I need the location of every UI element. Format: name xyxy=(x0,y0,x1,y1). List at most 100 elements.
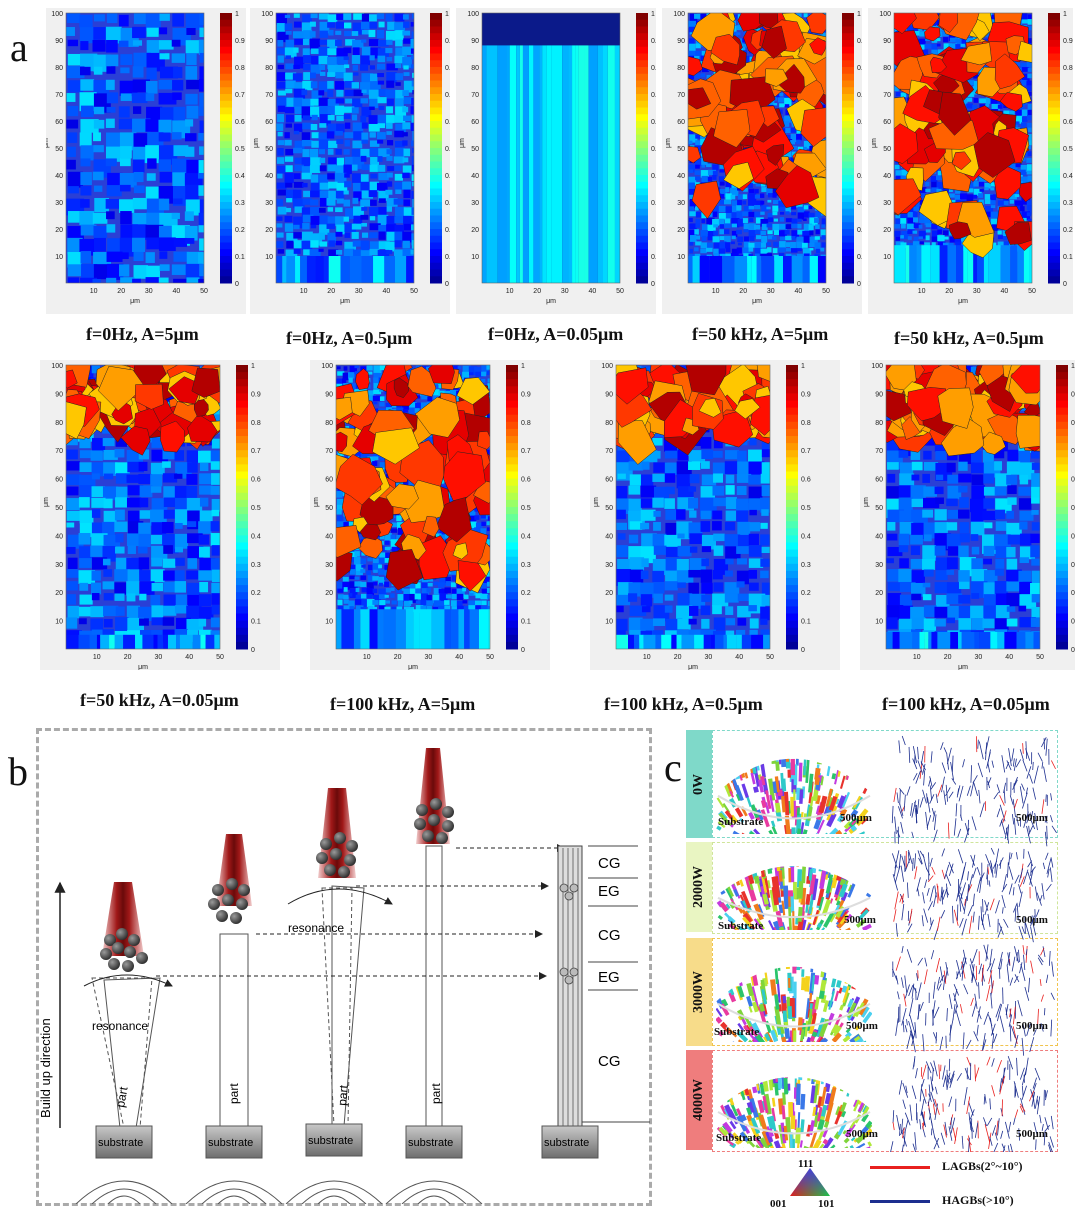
colorbar-tick-label: 0.6 xyxy=(801,477,811,484)
y-tick-label: 70 xyxy=(883,92,891,99)
colorbar-tick-label: 0.2 xyxy=(651,227,656,234)
x-tick-label: 20 xyxy=(533,288,541,295)
y-axis-label: μm xyxy=(665,138,672,148)
x-tick-label: 50 xyxy=(766,654,774,661)
colorbar-tick-label: 0 xyxy=(521,647,525,654)
x-tick-label: 50 xyxy=(200,288,208,295)
colorbar-tick-label: 0.4 xyxy=(857,173,862,180)
colorbar-tick-label: 1 xyxy=(521,363,525,370)
y-tick-label: 90 xyxy=(265,38,273,45)
colorbar-tick-label: 0.2 xyxy=(251,590,261,597)
y-tick-label: 100 xyxy=(467,11,479,18)
colorbar-tick-label: 0.6 xyxy=(651,119,656,126)
x-tick-label: 50 xyxy=(216,654,224,661)
colorbar-tick-label: 0.8 xyxy=(651,65,656,72)
y-tick-label: 70 xyxy=(55,92,63,99)
colorbar-tick-label: 0.2 xyxy=(235,227,245,234)
x-axis-label: μm xyxy=(958,298,968,305)
y-tick-label: 40 xyxy=(677,173,685,180)
colorbar-tick-label: 0.1 xyxy=(251,619,261,626)
x-tick-label: 40 xyxy=(455,654,463,661)
caption-map-3: f=0Hz, A=0.05μm xyxy=(488,324,624,344)
colorbar-tick-label: 0.9 xyxy=(801,391,811,398)
colorbar-tick-label: 0.2 xyxy=(1071,590,1075,597)
y-tick-label: 20 xyxy=(55,227,63,234)
colorbar-tick-label: 0.3 xyxy=(1071,562,1075,569)
colorbar-tick-label: 0.6 xyxy=(857,119,862,126)
x-tick-label: 40 xyxy=(735,654,743,661)
y-tick-label: 90 xyxy=(875,391,883,398)
colorbar-tick-label: 0.2 xyxy=(521,590,531,597)
y-tick-label: 70 xyxy=(265,92,273,99)
x-tick-label: 30 xyxy=(155,654,163,661)
y-tick-label: 100 xyxy=(601,363,613,370)
x-tick-label: 30 xyxy=(425,654,433,661)
colorbar-tick-label: 0.1 xyxy=(1063,254,1073,261)
y-tick-label: 90 xyxy=(471,38,479,45)
y-tick-label: 20 xyxy=(325,590,333,597)
caption-map-5: f=50 kHz, A=0.5μm xyxy=(894,328,1044,348)
x-axis-label: μm xyxy=(138,664,148,670)
colorbar-tick-label: 0.4 xyxy=(1071,533,1075,540)
x-tick-label: 10 xyxy=(506,288,514,295)
colorbar-tick-label: 0.7 xyxy=(801,448,811,455)
grain-map-8: 100 90 80 70 60 50 40 30 20 10 μm 10 20 30 40 50 μm 1 0.9 0… xyxy=(590,360,840,671)
y-tick-label: 100 xyxy=(261,11,273,18)
colorbar-tick-label: 0.6 xyxy=(1071,477,1075,484)
x-tick-label: 30 xyxy=(355,288,363,295)
x-tick-label: 40 xyxy=(1005,654,1013,661)
y-tick-label: 80 xyxy=(55,65,63,72)
hagb-legend-swatch xyxy=(870,1200,930,1203)
colorbar-tick-label: 0.3 xyxy=(651,200,656,207)
stage-2: part substrate xyxy=(205,834,263,1159)
colorbar-tick-label: 0.8 xyxy=(857,65,862,72)
panel-label-c: c xyxy=(664,745,682,790)
colorbar-tick-label: 0.2 xyxy=(1063,227,1073,234)
colorbar-tick-label: 0.9 xyxy=(651,38,656,45)
colorbar-tick-label: 0 xyxy=(651,281,655,288)
grain-map-3: 100 90 80 70 60 50 40 30 20 10 μm 10 20 30 40 50 μm 1 0.9 0… xyxy=(456,8,661,314)
colorbar-tick-label: 0.1 xyxy=(651,254,656,261)
row-tag-2000w: 2000W xyxy=(686,842,712,932)
y-tick-label: 10 xyxy=(605,619,613,626)
y-tick-label: 10 xyxy=(55,254,63,261)
stage-4: part substrate xyxy=(405,748,463,1159)
panel-b-schematic: Build up direction resonance part substr… xyxy=(38,748,650,1204)
x-tick-label: 10 xyxy=(90,288,98,295)
y-tick-label: 20 xyxy=(875,590,883,597)
colorbar-tick-label: 0.9 xyxy=(251,391,261,398)
y-tick-label: 20 xyxy=(605,590,613,597)
y-tick-label: 70 xyxy=(325,448,333,455)
y-tick-label: 60 xyxy=(55,119,63,126)
y-tick-label: 70 xyxy=(471,92,479,99)
y-tick-label: 100 xyxy=(871,363,883,370)
y-tick-label: 80 xyxy=(605,420,613,427)
colorbar-tick-label: 0.7 xyxy=(1071,448,1075,455)
y-axis-label: μm xyxy=(871,138,878,148)
hagb-legend-label: HAGBs(>10°) xyxy=(942,1193,1014,1207)
colorbar-tick-label: 0.5 xyxy=(1071,505,1075,512)
x-tick-label: 10 xyxy=(300,288,308,295)
colorbar-tick-label: 0.5 xyxy=(801,505,811,512)
colorbar-tick-label: 0 xyxy=(445,281,449,288)
colorbar-tick-label: 0.7 xyxy=(251,448,261,455)
x-tick-label: 20 xyxy=(327,288,335,295)
y-tick-label: 80 xyxy=(677,65,685,72)
y-tick-label: 20 xyxy=(883,227,891,234)
x-tick-label: 20 xyxy=(394,654,402,661)
x-axis-label: μm xyxy=(546,298,556,305)
caption-map-2: f=0Hz, A=0.5μm xyxy=(286,328,413,348)
x-tick-label: 20 xyxy=(117,288,125,295)
y-tick-label: 30 xyxy=(677,200,685,207)
y-tick-label: 30 xyxy=(325,562,333,569)
colorbar-tick-label: 0.5 xyxy=(445,146,450,153)
colorbar-tick-label: 0.1 xyxy=(801,619,811,626)
colorbar-tick-label: 0.8 xyxy=(1063,65,1073,72)
panel-label-a: a xyxy=(10,25,28,70)
y-tick-label: 10 xyxy=(265,254,273,261)
lagb-legend-label: LAGBs(2°~10°) xyxy=(942,1159,1023,1173)
colorbar-tick-label: 1 xyxy=(801,363,805,370)
x-tick-label: 20 xyxy=(739,288,747,295)
colorbar-tick-label: 0.9 xyxy=(1071,391,1075,398)
colorbar-tick-label: 0.6 xyxy=(235,119,245,126)
